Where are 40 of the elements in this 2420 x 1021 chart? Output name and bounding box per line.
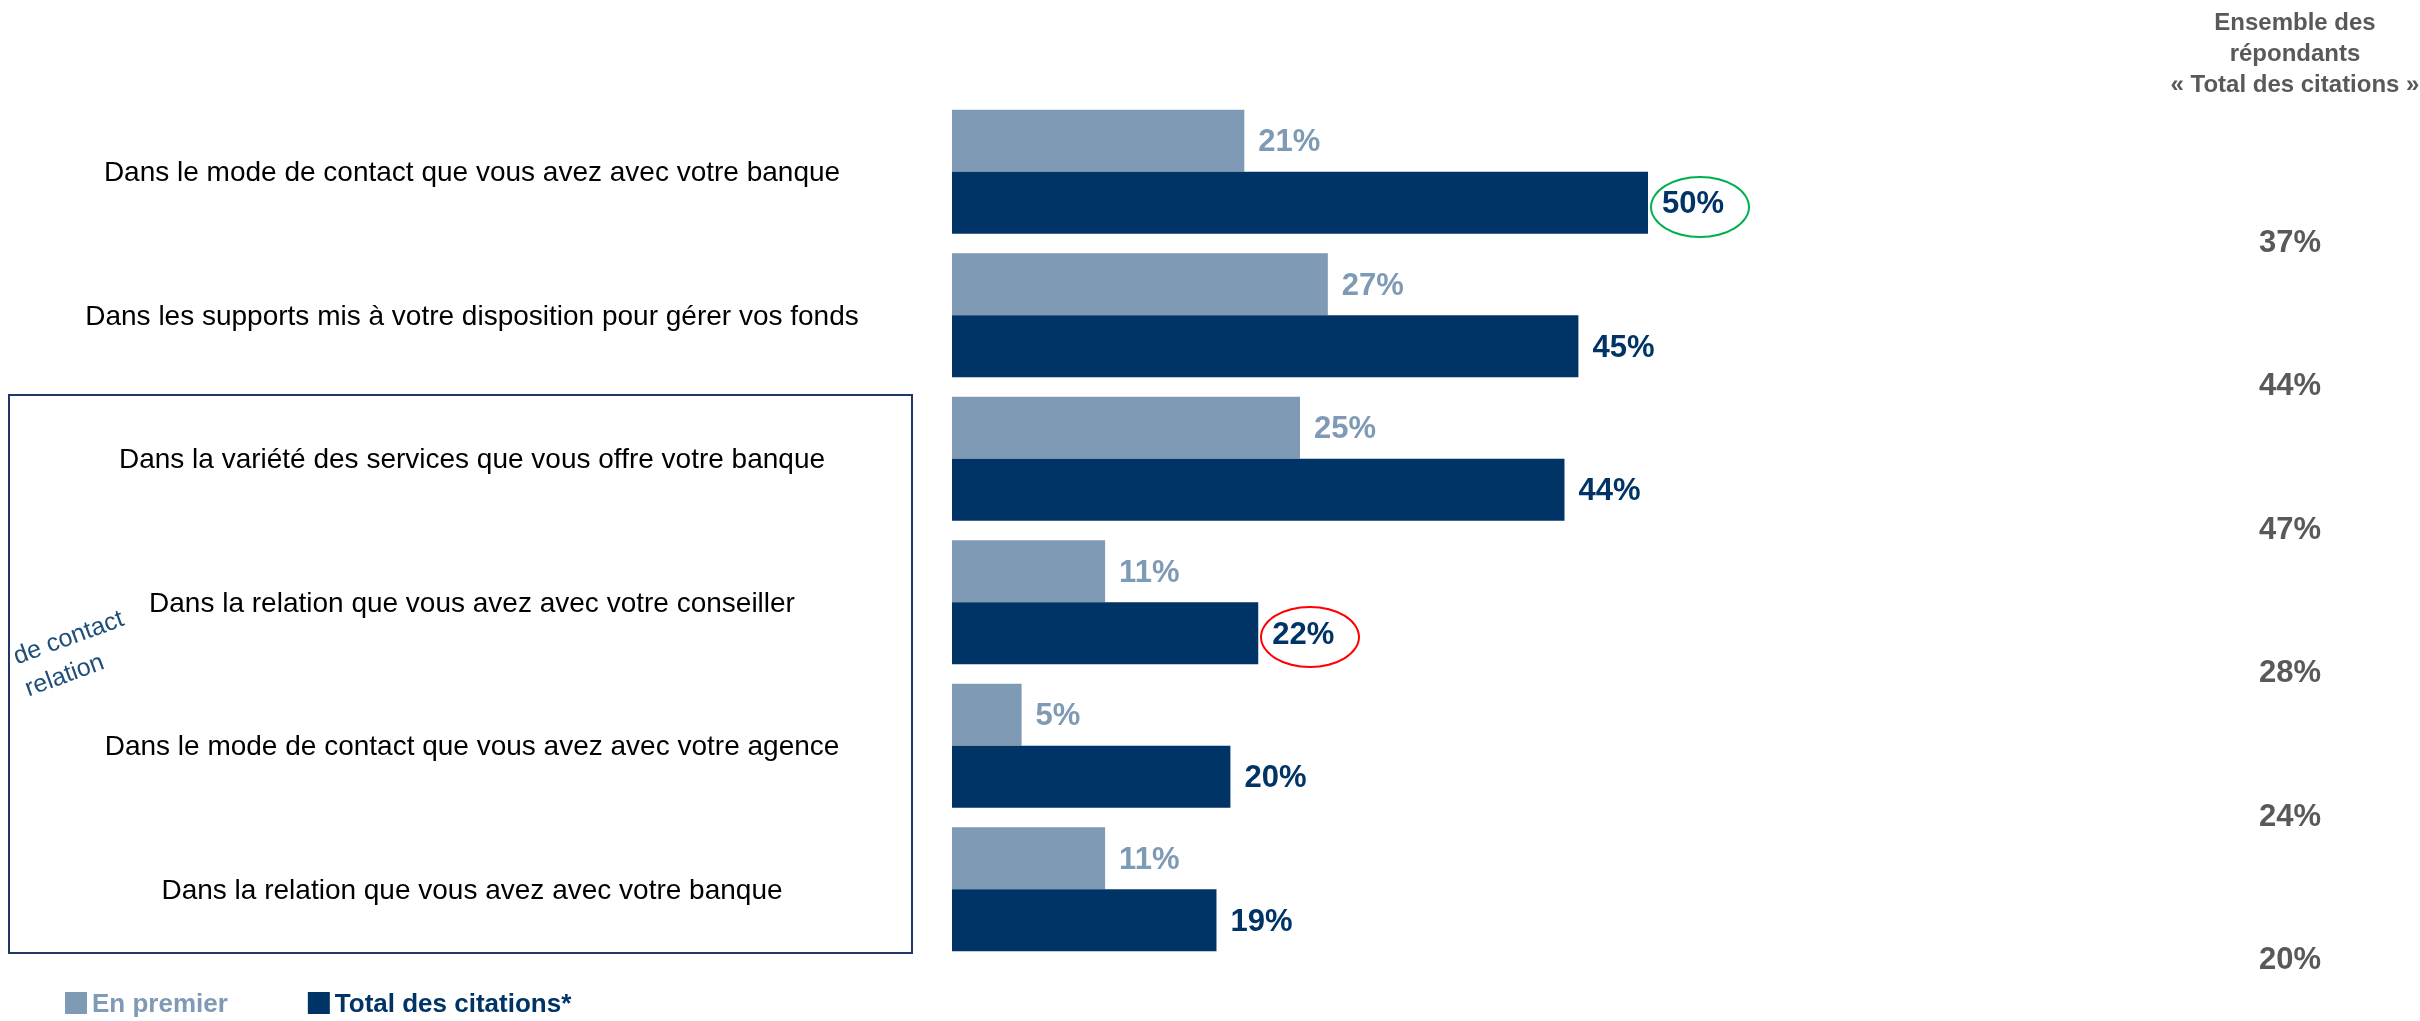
- text: de contact relation: [8, 602, 128, 704]
- y-tick-label: Dans la relation que vous avez avec votre conseiller: [149, 586, 795, 618]
- text: 44%: [2257, 367, 2322, 404]
- y-tick-label: Dans le mode de contact que vous avez avec votre agence: [104, 730, 840, 762]
- bar: [952, 396, 1300, 459]
- data-label: 50%: [1662, 185, 1725, 221]
- bar: [952, 253, 1328, 316]
- data-label: 21%: [1258, 123, 1321, 159]
- text: 37%: [2257, 223, 2322, 260]
- bar: [952, 109, 1245, 172]
- text: 24%: [2257, 797, 2322, 834]
- data-label: 25%: [1314, 410, 1377, 446]
- bar: [952, 458, 1565, 521]
- data-label: 27%: [1341, 266, 1404, 302]
- data-label: 5%: [1035, 697, 1081, 733]
- bar: [952, 540, 1106, 603]
- y-tick-label: Dans la variété des services que vous offre votre banque: [118, 443, 826, 475]
- legend-label: En premier: [92, 988, 228, 1018]
- bar: [952, 315, 1579, 378]
- data-label: 11%: [1119, 840, 1180, 876]
- data-label: 22%: [1272, 615, 1335, 651]
- data-label: 11%: [1119, 553, 1180, 589]
- data-label: 45%: [1592, 328, 1655, 364]
- y-tick-label: Dans les supports mis à votre disposition pour gérer vos fonds: [85, 299, 859, 331]
- bar: [952, 827, 1106, 890]
- y-tick-label: Dans le mode de contact que vous avez avec votre banque: [103, 156, 841, 188]
- text: 47%: [2257, 510, 2322, 547]
- data-label: 20%: [1244, 759, 1307, 795]
- bar: [952, 171, 1648, 234]
- y-tick-label: Dans la relation que vous avez avec votre banque: [161, 873, 783, 905]
- text: 28%: [2257, 654, 2322, 691]
- bar: [952, 745, 1231, 808]
- bar: [952, 889, 1217, 952]
- text: 20%: [2257, 941, 2322, 978]
- bar: [952, 683, 1022, 746]
- text: Ensemble des répondants « Total des citations »: [2170, 7, 2420, 99]
- legend-label: Total des citations*: [334, 988, 573, 1018]
- data-label: 19%: [1230, 902, 1293, 938]
- data-label: 44%: [1578, 472, 1641, 508]
- bar: [952, 602, 1259, 665]
